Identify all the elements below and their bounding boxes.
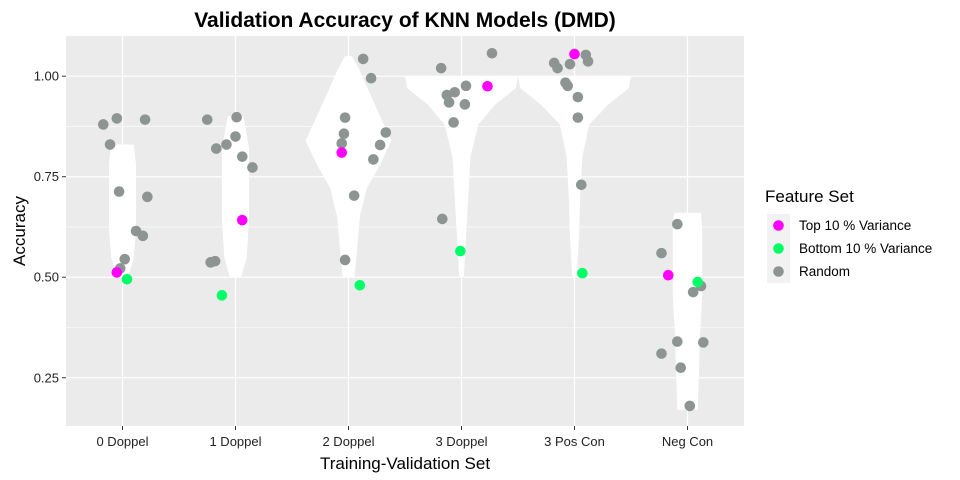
violins bbox=[108, 56, 703, 410]
y-axis-title: Accuracy bbox=[10, 196, 29, 266]
data-point bbox=[374, 139, 386, 151]
data-point bbox=[209, 255, 221, 267]
legend-marker bbox=[773, 243, 784, 254]
violin bbox=[672, 212, 703, 410]
data-point bbox=[564, 58, 576, 70]
legend-marker bbox=[773, 220, 784, 231]
data-point bbox=[339, 254, 351, 266]
x-tick-label: 3 Pos Con bbox=[544, 434, 605, 449]
x-tick-label: Neg Con bbox=[662, 434, 713, 449]
data-point bbox=[336, 147, 348, 158]
data-point bbox=[575, 179, 587, 191]
data-point bbox=[230, 131, 241, 142]
violin bbox=[405, 76, 518, 278]
data-point bbox=[221, 139, 232, 150]
data-point bbox=[482, 80, 493, 92]
data-point bbox=[113, 186, 125, 197]
y-tick-label: 1.00 bbox=[34, 69, 59, 84]
data-point bbox=[572, 91, 584, 103]
data-point bbox=[119, 253, 131, 265]
data-point bbox=[692, 276, 703, 288]
data-point bbox=[210, 143, 222, 154]
data-point bbox=[236, 151, 248, 162]
x-tick-label: 3 Doppel bbox=[435, 434, 487, 449]
data-point bbox=[552, 62, 563, 74]
legend-label: Top 10 % Variance bbox=[799, 218, 911, 233]
data-point bbox=[662, 269, 674, 281]
data-point bbox=[247, 162, 258, 173]
data-point bbox=[672, 336, 683, 347]
data-point bbox=[137, 230, 149, 242]
data-point bbox=[455, 245, 466, 257]
data-point bbox=[339, 112, 351, 123]
data-point bbox=[216, 290, 228, 301]
data-point bbox=[656, 348, 667, 359]
y-tick-label: 0.50 bbox=[34, 270, 59, 285]
data-point bbox=[142, 191, 153, 203]
data-point bbox=[656, 247, 667, 259]
data-points bbox=[97, 47, 709, 412]
data-point bbox=[365, 72, 377, 84]
data-point bbox=[675, 362, 687, 374]
chart-title: Validation Accuracy of KNN Models (DMD) bbox=[194, 9, 616, 32]
data-point bbox=[436, 213, 448, 225]
data-point bbox=[486, 47, 498, 59]
data-point bbox=[104, 139, 116, 150]
x-tick-label: 2 Doppel bbox=[322, 434, 374, 449]
data-point bbox=[698, 337, 709, 348]
x-axis: 0 Doppel 1 Doppel 2 Doppel 3 Doppel 3 Pos Co… bbox=[96, 426, 713, 449]
legend-label: Bottom 10 % Variance bbox=[799, 241, 932, 256]
data-point bbox=[121, 273, 133, 285]
data-point bbox=[111, 113, 123, 124]
data-point bbox=[577, 267, 588, 279]
y-tick-label: 0.25 bbox=[34, 370, 59, 385]
data-point bbox=[354, 279, 366, 291]
data-point bbox=[348, 190, 360, 201]
violin bbox=[108, 144, 137, 278]
data-point bbox=[443, 97, 455, 108]
data-point bbox=[562, 80, 574, 92]
data-point bbox=[336, 138, 348, 149]
data-point bbox=[338, 128, 350, 140]
x-tick-label: 0 Doppel bbox=[96, 434, 148, 449]
violin bbox=[518, 76, 631, 278]
legend-label: Random bbox=[799, 264, 850, 279]
data-point bbox=[449, 86, 461, 98]
data-point bbox=[111, 267, 123, 278]
x-axis-title: Training-Validation Set bbox=[320, 454, 490, 473]
data-point bbox=[460, 80, 472, 92]
data-point bbox=[582, 56, 594, 67]
data-point bbox=[97, 119, 109, 130]
legend-title: Feature Set bbox=[765, 187, 854, 206]
data-point bbox=[569, 48, 580, 60]
x-tick-label: 1 Doppel bbox=[209, 434, 261, 449]
data-point bbox=[459, 99, 471, 110]
data-point bbox=[687, 286, 699, 298]
data-point bbox=[672, 218, 683, 230]
data-point bbox=[357, 53, 369, 65]
legend-marker bbox=[773, 266, 784, 277]
data-point bbox=[435, 62, 447, 74]
data-point bbox=[231, 111, 242, 123]
y-axis: 0.25 0.50 0.75 1.00 bbox=[34, 69, 66, 385]
data-point bbox=[448, 117, 459, 128]
y-tick-label: 0.75 bbox=[34, 169, 59, 184]
legend: Feature Set Top 10 % Variance Bottom 10 %… bbox=[765, 187, 932, 283]
data-point bbox=[684, 400, 696, 412]
data-point bbox=[139, 114, 151, 125]
data-point bbox=[201, 114, 213, 125]
data-point bbox=[236, 214, 248, 226]
violin bbox=[305, 56, 392, 278]
plot-panel bbox=[66, 36, 744, 426]
data-point bbox=[380, 127, 392, 138]
data-point bbox=[572, 112, 584, 123]
data-point bbox=[368, 154, 379, 165]
